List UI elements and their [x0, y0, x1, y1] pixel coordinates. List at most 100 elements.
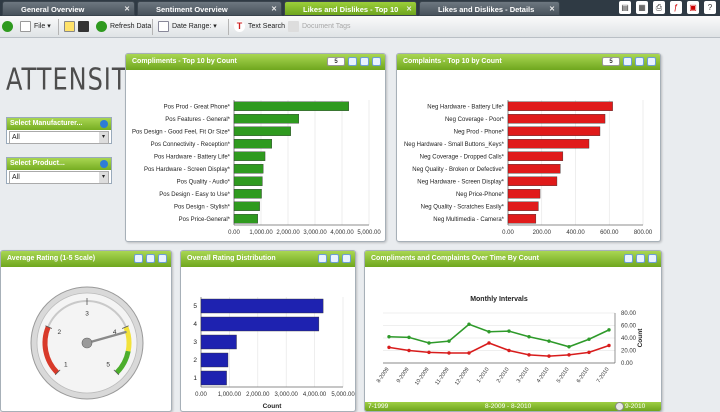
- gauge-tick-label: 4: [113, 329, 117, 336]
- help-icon[interactable]: ?: [704, 1, 716, 14]
- export-icon[interactable]: [348, 57, 357, 66]
- category-label: 1: [193, 375, 197, 382]
- rating-gauge: 1 2 3 4 5: [30, 286, 144, 400]
- x-tick-label: 2-2010: [496, 367, 511, 384]
- tab-general-overview[interactable]: General Overview ✕: [2, 1, 135, 16]
- info-icon[interactable]: [372, 57, 381, 66]
- expand-icon[interactable]: [635, 57, 644, 66]
- document-tags-button[interactable]: Document Tags: [288, 20, 351, 34]
- category-label: Pos Hardware - Screen Display*: [144, 167, 231, 173]
- product-selector: Select Product... All ▾: [6, 157, 112, 184]
- data-point: [447, 339, 451, 343]
- x-tick-label: 4,000.00: [303, 392, 327, 398]
- calendar-icon: [158, 20, 169, 32]
- edit-tool-button[interactable]: [64, 20, 78, 34]
- over-time-panel: Compliments and Complaints Over Time By …: [364, 250, 662, 412]
- close-icon[interactable]: ✕: [124, 6, 130, 13]
- data-point: [387, 335, 391, 339]
- bar: [507, 214, 537, 224]
- x-tick-label: 5-2010: [556, 367, 571, 384]
- x-axis-label: Count: [263, 403, 283, 410]
- data-point: [547, 339, 551, 343]
- nav-back-button[interactable]: [2, 20, 16, 34]
- info-icon[interactable]: [647, 57, 656, 66]
- info-icon[interactable]: [100, 120, 108, 128]
- tab-bar: General Overview ✕ Sentiment Overview ✕ Li…: [0, 0, 720, 16]
- data-point: [547, 354, 551, 358]
- x-axis-label: Count: [292, 241, 312, 242]
- expand-icon[interactable]: [330, 254, 339, 263]
- panel-title: Average Rating (1-5 Scale): [7, 255, 96, 262]
- tag-icon: [288, 20, 299, 32]
- series-line: [388, 323, 610, 348]
- export-icon[interactable]: [624, 254, 633, 263]
- export-icon[interactable]: [623, 57, 632, 66]
- expand-icon[interactable]: [636, 254, 645, 263]
- refresh-button[interactable]: Refresh Data: [96, 20, 151, 34]
- panel-icons: [318, 254, 351, 263]
- data-point: [507, 348, 511, 353]
- bar: [233, 151, 266, 161]
- manufacturer-select[interactable]: All ▾: [9, 131, 109, 144]
- pdf-icon[interactable]: ▣: [687, 1, 699, 14]
- export-icon[interactable]: [134, 254, 143, 263]
- flash-icon[interactable]: ƒ: [670, 1, 682, 14]
- compliments-panel: Compliments - Top 10 by Count 5 0.00 1,00…: [125, 53, 386, 242]
- file-menu-button[interactable]: File ▾: [20, 20, 51, 34]
- text-search-button[interactable]: T Text Search: [234, 20, 285, 34]
- close-icon[interactable]: ✕: [406, 6, 412, 13]
- tab-likes-dislikes-details[interactable]: Likes and Dislikes - Details ✕: [419, 1, 560, 16]
- toolbar-separator: [228, 19, 229, 35]
- count-dropdown[interactable]: 5: [327, 57, 345, 66]
- x-tick-label: 3-2010: [516, 367, 531, 384]
- category-label: Neg Hardware - Battery Life*: [427, 104, 504, 110]
- bar: [200, 298, 324, 314]
- category-label: Neg Quality - Broken or Defective*: [412, 167, 504, 173]
- chevron-down-icon[interactable]: ▾: [99, 172, 108, 183]
- bar: [507, 201, 539, 211]
- category-label: Pos Hardware - Battery Life*: [154, 154, 231, 160]
- category-label: Pos Connectivity - Reception*: [151, 142, 231, 148]
- expand-icon[interactable]: [146, 254, 155, 263]
- print-icon[interactable]: ⎙: [653, 1, 665, 14]
- tab-icons: ▤ ▦ ⎙ ƒ ▣ ?: [619, 1, 716, 15]
- bar: [507, 101, 613, 111]
- slider-handle[interactable]: [615, 402, 624, 411]
- x-tick-label: 600.00: [600, 230, 619, 236]
- gauge-band-green: [114, 350, 131, 375]
- expand-icon[interactable]: [360, 57, 369, 66]
- slider-range-label: 8-2009 - 8-2010: [485, 403, 532, 410]
- info-icon[interactable]: [158, 254, 167, 263]
- clipboard-icon[interactable]: ▦: [636, 1, 648, 14]
- category-label: Neg Hardware - Small Buttons_Keys*: [404, 142, 505, 148]
- bar: [233, 201, 260, 211]
- category-label: Neg Multimedia - Camera*: [433, 217, 504, 223]
- data-point: [447, 351, 451, 355]
- category-label: Neg Prod - Phone*: [454, 129, 505, 135]
- category-label: Pos Price-General*: [179, 217, 231, 223]
- tab-likes-dislikes-top10[interactable]: Likes and Dislikes - Top 10 ✕: [284, 1, 417, 16]
- export-icon[interactable]: [318, 254, 327, 263]
- series-line: [388, 342, 610, 357]
- close-icon[interactable]: ✕: [549, 6, 555, 13]
- info-icon[interactable]: [648, 254, 657, 263]
- count-dropdown[interactable]: 5: [602, 57, 620, 66]
- info-icon[interactable]: [100, 160, 108, 168]
- info-icon[interactable]: [342, 254, 351, 263]
- bar: [507, 126, 601, 136]
- date-range-button[interactable]: Date Range: ▾: [158, 20, 217, 34]
- date-range-slider[interactable]: 7-1999 8-2009 - 8-2010 9-2010: [365, 402, 661, 411]
- close-icon[interactable]: ✕: [271, 6, 277, 13]
- tab-sentiment-overview[interactable]: Sentiment Overview ✕: [137, 1, 282, 16]
- search-tool-button[interactable]: [78, 20, 92, 34]
- category-label: Pos Design - Good Feel, Fit Or Size*: [132, 129, 231, 135]
- category-label: Neg Hardware - Screen Display*: [417, 179, 504, 185]
- x-tick-label: 1-2010: [476, 367, 491, 384]
- chevron-down-icon[interactable]: ▾: [99, 132, 108, 143]
- data-point: [607, 343, 611, 348]
- distribution-chart: 0.00 1,000.00 2,000.00 3,000.00 4,000.00 5,00…: [193, 297, 355, 410]
- product-select[interactable]: All ▾: [9, 171, 109, 184]
- selector-title: Select Manufacturer...: [10, 120, 83, 127]
- category-label: Pos Quality - Audio*: [177, 179, 231, 185]
- document-icon[interactable]: ▤: [619, 1, 631, 14]
